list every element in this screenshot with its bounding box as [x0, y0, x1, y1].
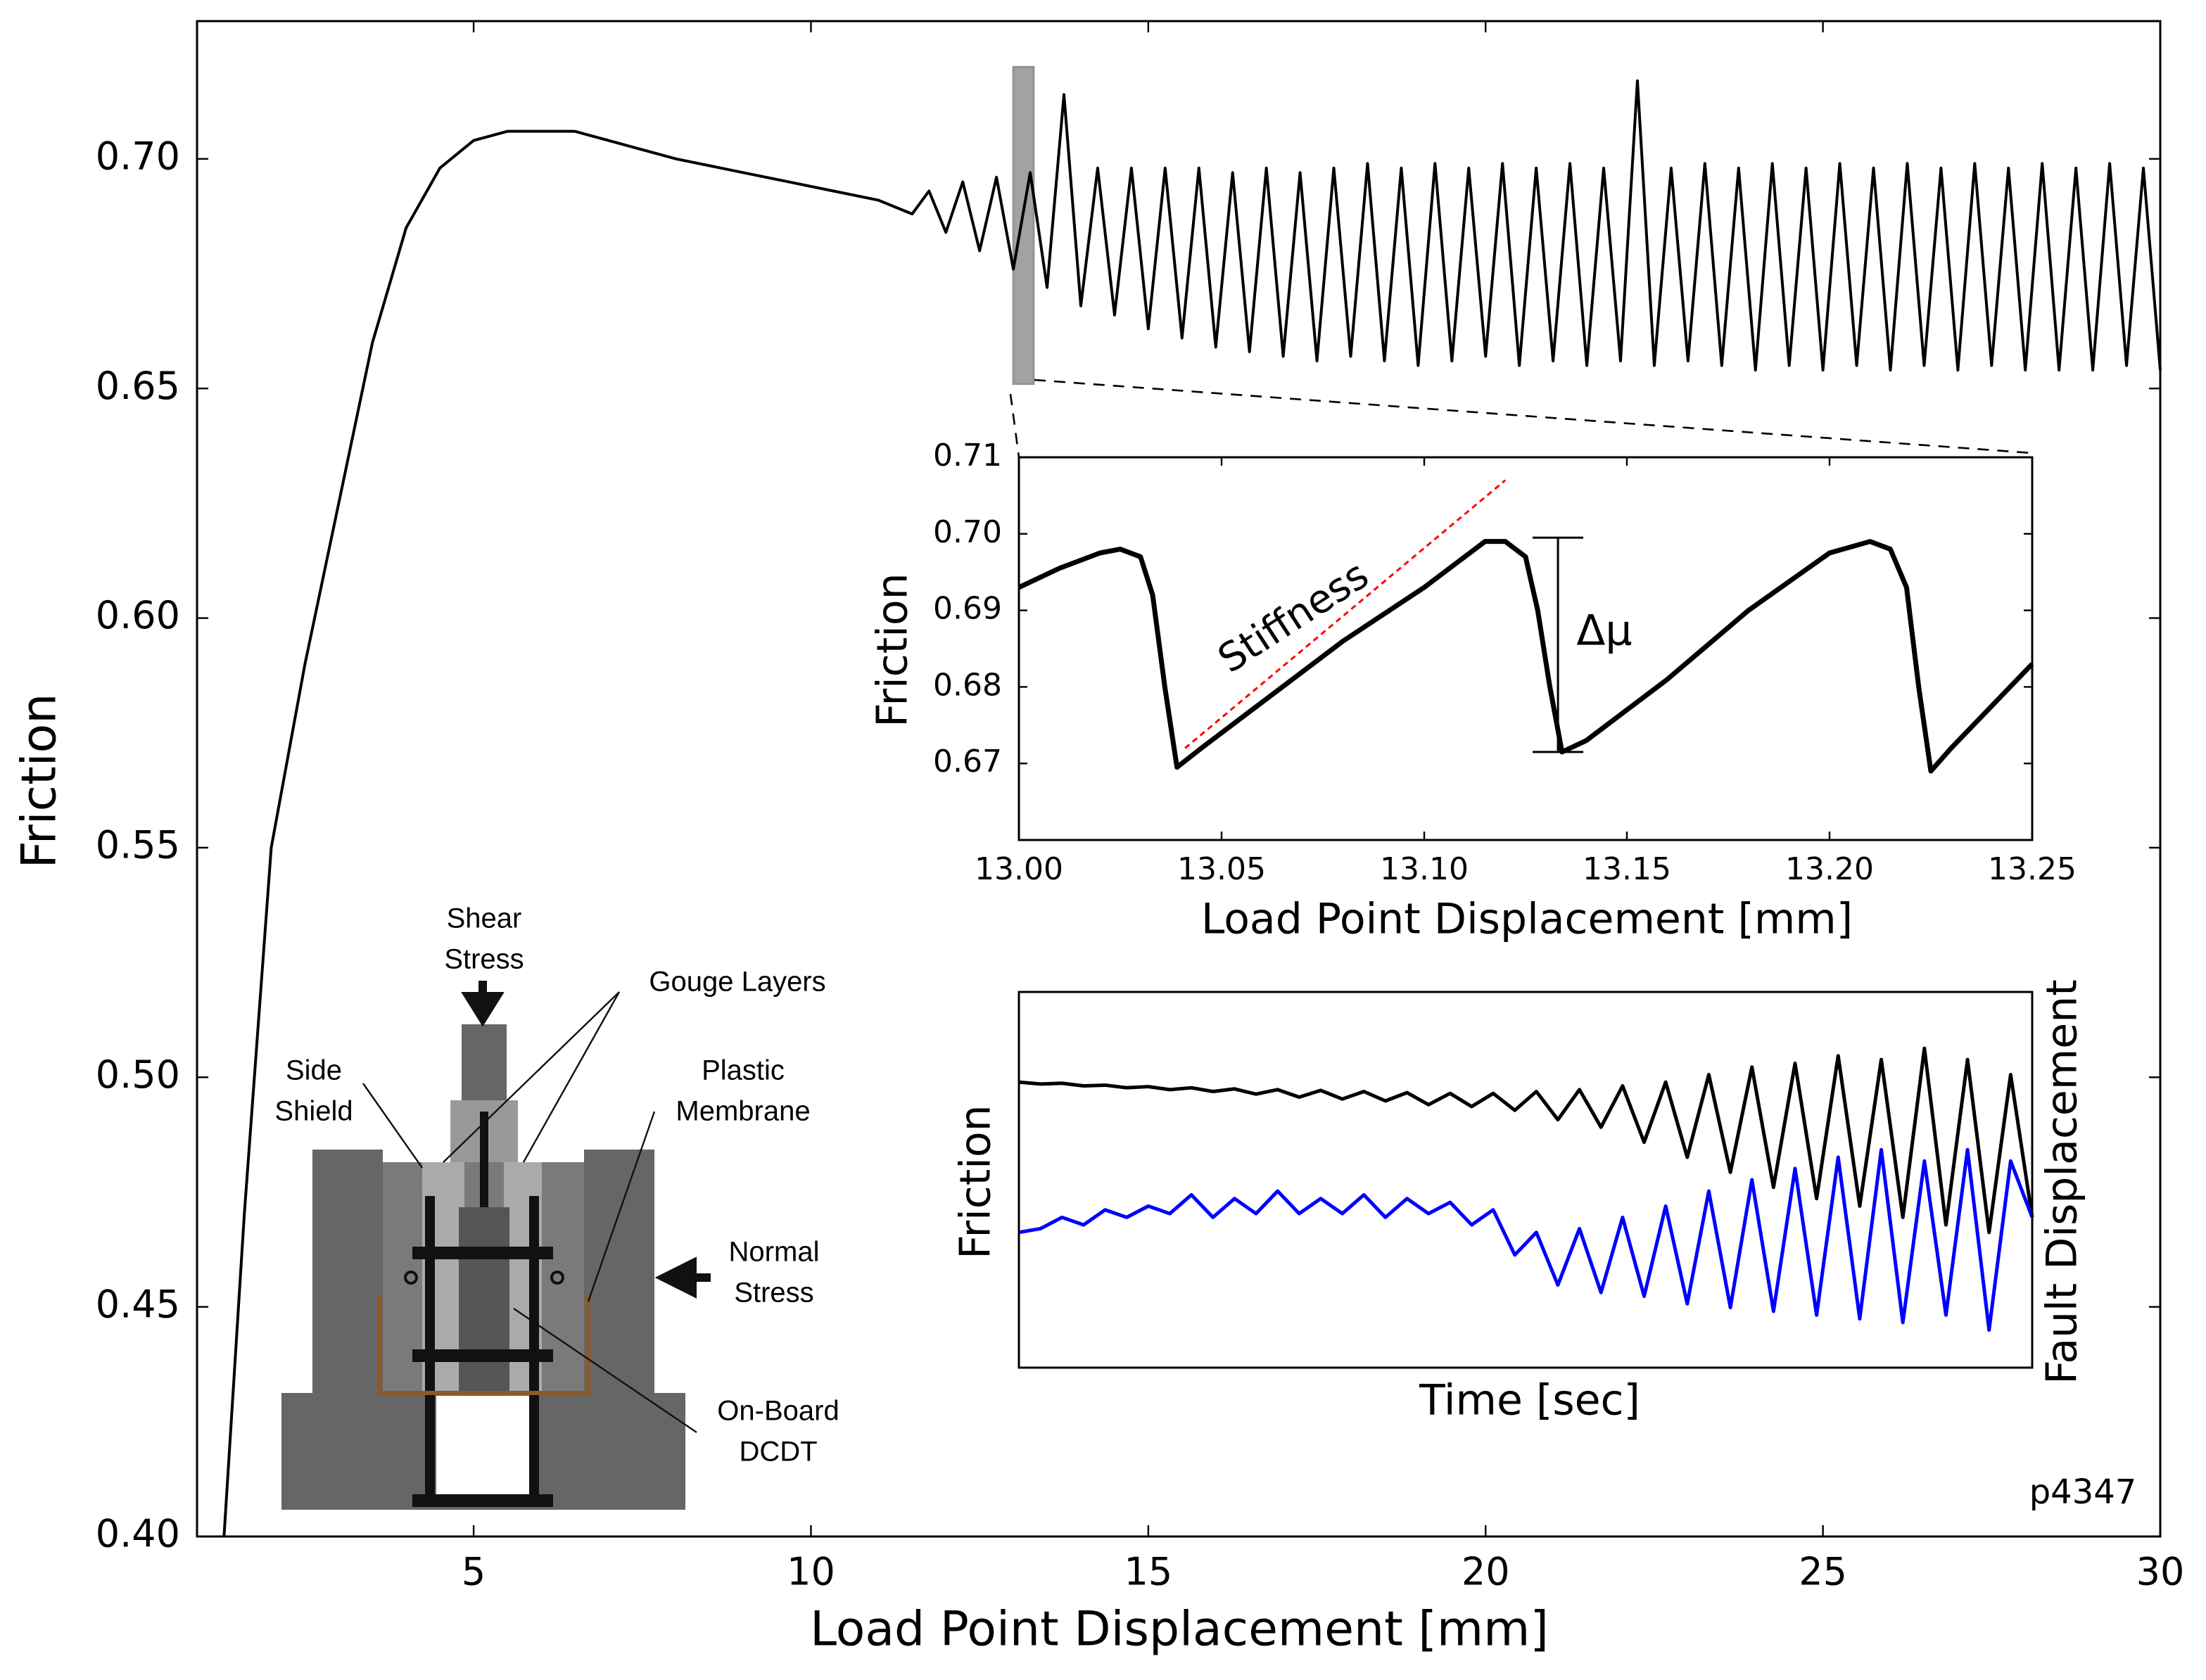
zoom-line	[1009, 393, 1020, 458]
bar	[412, 1494, 553, 1507]
y-tick-label: 0.65	[96, 364, 180, 408]
plot-frame	[196, 20, 2162, 1538]
plot-background	[1019, 992, 2032, 1368]
y-tick-label: 0.45	[96, 1282, 180, 1326]
normal-arrow	[654, 1256, 711, 1299]
leaders	[362, 991, 697, 1433]
data-line	[222, 79, 2162, 1537]
leader	[587, 1111, 656, 1302]
data-line	[1018, 1147, 2034, 1332]
delta-mu-label: Δμ	[1576, 606, 1632, 656]
x-tick-label: 30	[2136, 1550, 2185, 1594]
schematic-label: DCDT	[739, 1437, 817, 1468]
x-tick-label: 13.05	[1177, 851, 1266, 887]
ram	[459, 1207, 509, 1425]
data-line	[1018, 539, 2034, 774]
y-tick-label: 0.68	[933, 667, 1002, 703]
x-tick-label: 20	[1462, 1550, 1510, 1594]
x-tick-label: 13.10	[1380, 851, 1469, 887]
y-tick-label: 0.70	[933, 514, 1002, 550]
leader	[362, 1083, 423, 1169]
x-axis-label: Time [sec]	[1419, 1376, 1640, 1425]
schematic-label: On-Board	[717, 1396, 839, 1427]
stiffness-line	[1184, 479, 1507, 749]
schematic-label: Shield	[274, 1096, 353, 1127]
schematic-label: Gouge Layers	[649, 967, 825, 998]
y-axis-label: Friction	[951, 1105, 1001, 1259]
x-axis-label: Load Point Displacement [mm]	[1201, 895, 1853, 944]
y-tick-label: 0.50	[96, 1052, 180, 1097]
y-tick-label: 0.70	[96, 134, 180, 178]
x-tick-label: 25	[1799, 1550, 1847, 1594]
highlight-band	[1012, 65, 1035, 386]
zoom-line	[1034, 378, 2033, 454]
chart: 0.40 0.45 0.50 0.55 0.60 0.65 0.70 5 10 15 20 25 30 L…	[12, 20, 2185, 1657]
x-tick-label: 13.00	[975, 851, 1063, 887]
y2-axis-label: Fault Displacement	[2038, 979, 2087, 1385]
plot-frame	[1018, 456, 2034, 841]
bar	[412, 1247, 553, 1259]
schematic-label: Side	[286, 1055, 342, 1086]
plot-background	[1019, 457, 2032, 840]
y-axis-label: Friction	[868, 573, 918, 727]
x-tick-label: 10	[787, 1550, 835, 1594]
annotation: p4347	[2029, 1472, 2137, 1512]
x-tick-label: 5	[462, 1550, 486, 1594]
x-tick-label: 13.20	[1785, 851, 1874, 887]
schematic-label: Stress	[734, 1278, 813, 1309]
x-tick-label: 13.15	[1583, 851, 1671, 887]
y-tick-label: 0.40	[96, 1512, 180, 1556]
y-tick-label: 0.60	[96, 593, 180, 637]
y-tick-label: 0.55	[96, 823, 180, 867]
shear-arrow	[461, 981, 505, 1027]
x-tick-label: 13.25	[1988, 851, 2077, 887]
schematic: Shear Stress Gouge Layers Side Shield Plastic…	[274, 903, 839, 1510]
plot-frame	[1018, 991, 2034, 1369]
leader	[443, 991, 620, 1163]
y-tick-label: 0.69	[933, 591, 1002, 627]
piston	[462, 1024, 507, 1100]
data-line	[1018, 1046, 2034, 1235]
y-tick-label: 0.67	[933, 744, 1002, 779]
schematic-label: Shear	[447, 903, 522, 934]
chart: Time [sec] Friction Fault Displacement	[951, 979, 2087, 1425]
schematic-label: Plastic	[702, 1055, 785, 1086]
dcdt-rod	[480, 1112, 488, 1207]
x-tick-label: 15	[1124, 1550, 1172, 1594]
leader	[522, 991, 621, 1163]
leader	[513, 1308, 697, 1433]
o-ring	[404, 1271, 418, 1285]
y-axis-label: Friction	[12, 694, 68, 869]
schematic-label: Membrane	[676, 1096, 810, 1127]
side-block	[584, 1150, 654, 1393]
side-block	[312, 1150, 383, 1393]
schematic-label: Stress	[444, 944, 524, 975]
membrane	[378, 1294, 590, 1395]
x-axis-label: Load Point Displacement [mm]	[810, 1602, 1549, 1657]
y-tick-label: 0.71	[933, 438, 1002, 473]
bar	[412, 1349, 553, 1362]
schematic-label: Normal	[729, 1237, 820, 1268]
o-ring	[550, 1271, 564, 1285]
window	[436, 1396, 529, 1494]
